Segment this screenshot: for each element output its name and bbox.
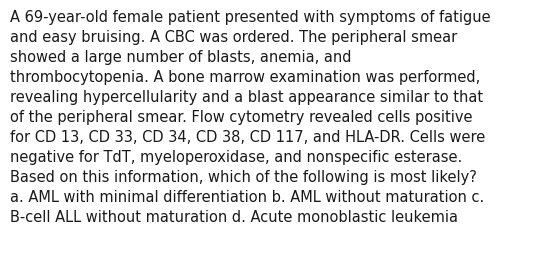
Text: A 69-year-old female patient presented with symptoms of fatigue
and easy bruisin: A 69-year-old female patient presented w… xyxy=(10,10,490,225)
